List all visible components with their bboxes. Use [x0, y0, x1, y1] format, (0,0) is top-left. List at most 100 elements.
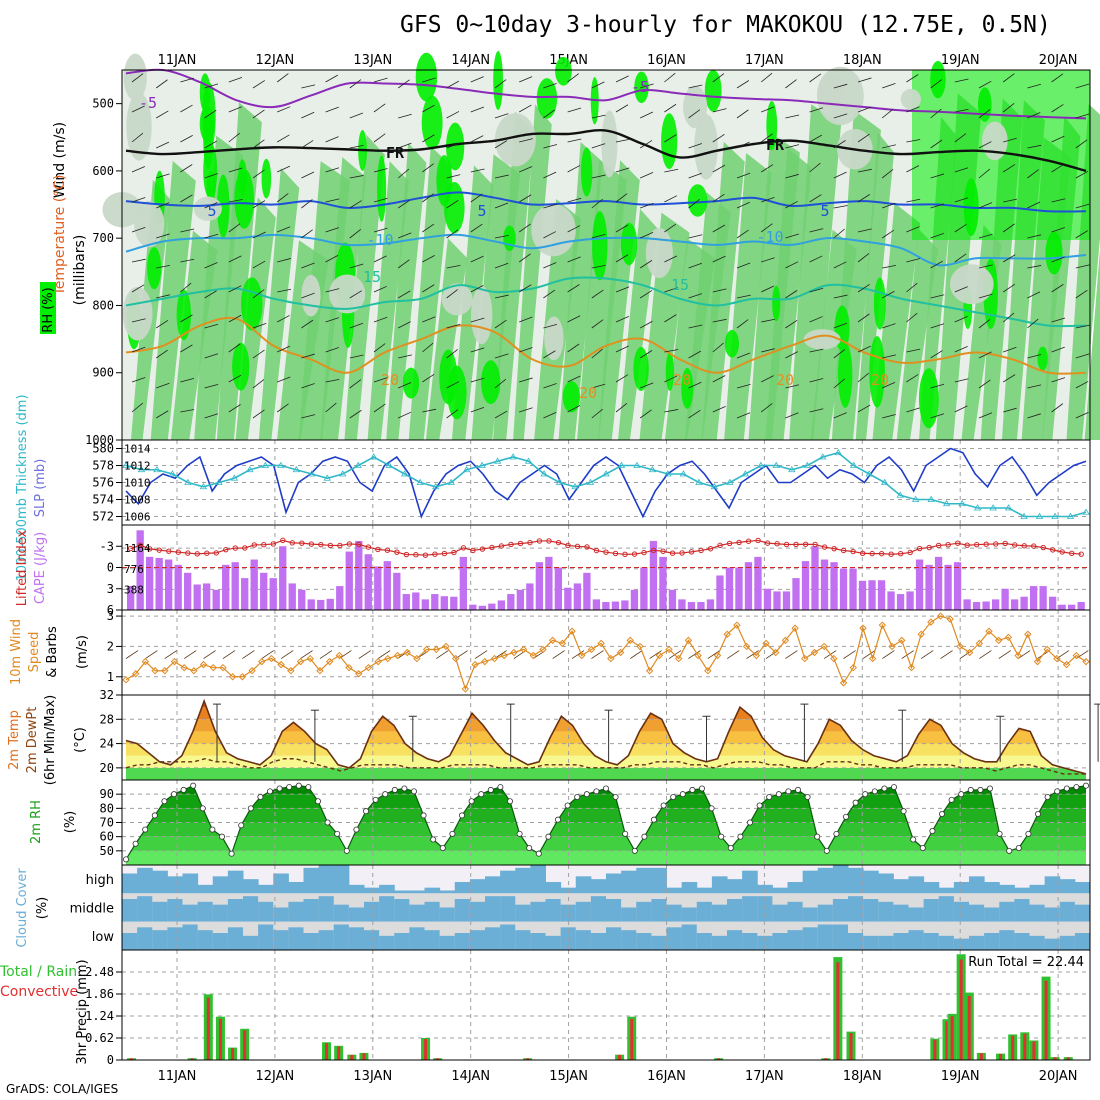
wind-barb: [252, 139, 265, 149]
cape-bar: [735, 567, 743, 610]
wind-barb: [228, 199, 243, 203]
surface-wind-barb: [862, 650, 876, 659]
thickness-marker: [788, 465, 796, 473]
ylabel-cloud-units: (%): [35, 897, 50, 920]
rh-dry-pocket: [470, 286, 493, 345]
thickness-marker: [540, 470, 548, 477]
cloud-bar-low: [197, 930, 214, 950]
rh-core: [873, 277, 886, 330]
cloud-bar-high: [636, 867, 652, 894]
rh-marker: [967, 786, 974, 793]
rh-core: [1045, 231, 1063, 275]
rh-tick-label: 60: [100, 830, 114, 844]
wind-barb: [809, 73, 822, 83]
cape-bar: [754, 556, 762, 610]
wind-barb: [446, 111, 460, 119]
wind-barb: [1075, 264, 1090, 269]
li-marker: [460, 545, 467, 551]
cape-bar: [697, 602, 705, 610]
li-marker: [251, 542, 258, 548]
cape-bar: [507, 594, 515, 610]
li-marker: [755, 537, 761, 544]
wind-barb: [180, 77, 194, 83]
wind-barb: [882, 354, 896, 359]
cape-bar: [640, 567, 648, 610]
wind-barb: [398, 321, 411, 329]
wind-barb: [712, 108, 727, 113]
day-label-top: 18JAN: [843, 53, 882, 68]
cape-bar: [744, 562, 753, 610]
cape-bar: [725, 567, 734, 610]
wind-barb: [930, 383, 945, 389]
wind-barb: [422, 284, 435, 293]
wind-barb: [470, 193, 483, 203]
wind-barb: [761, 375, 774, 383]
wind-barb: [712, 342, 724, 353]
wind-barb: [519, 76, 533, 83]
rh-dry-pocket: [494, 113, 536, 167]
thickness-marker: [850, 461, 858, 468]
wind-barb: [325, 167, 340, 173]
wind-marker: [975, 639, 984, 648]
cloud-bar-low: [832, 924, 849, 950]
rh-dry-pocket: [949, 264, 994, 305]
cloud-bar-middle: [212, 904, 229, 922]
wind-barb: [156, 294, 170, 299]
wind-barb: [785, 173, 800, 179]
rh-marker: [1006, 847, 1013, 854]
thickness-marker: [137, 465, 146, 473]
cloud-bar-high: [1014, 887, 1030, 894]
wind-barb: [1075, 411, 1089, 419]
wind-barb: [228, 285, 242, 293]
rh-marker: [199, 805, 206, 812]
rh-marker: [161, 798, 168, 805]
wind-barb: [301, 111, 315, 119]
ylabel-temperature: Temperature (°C): [52, 175, 68, 297]
wind-barb: [518, 284, 532, 293]
ylabel-cape: CAPE (J/kg): [33, 532, 48, 604]
day-label-bottom: 20JAN: [1039, 1069, 1078, 1084]
wind-barb: [712, 318, 727, 323]
cloud-bar-high: [757, 884, 773, 894]
surface-wind-barb: [300, 650, 313, 659]
wind-barb: [906, 258, 921, 263]
rh-band: [386, 142, 427, 441]
wind-barb: [615, 167, 630, 173]
cloud-bar-middle: [953, 901, 970, 922]
cloud-bar-high: [212, 876, 229, 894]
rh-marker: [343, 847, 350, 854]
wind-barb: [785, 261, 799, 269]
wind-barb: [664, 168, 679, 173]
wind-marker: [170, 657, 179, 666]
precip-conv-bar: [950, 1016, 954, 1060]
wind-barb: [881, 168, 894, 179]
thickness-marker: [1051, 512, 1059, 519]
rh-core: [493, 51, 503, 111]
wind-barb: [882, 83, 896, 89]
thickness-marker: [819, 453, 827, 460]
rh-tick-label: 50: [100, 844, 114, 858]
wind-barb: [615, 286, 630, 293]
thickness-marker: [865, 470, 873, 477]
li-marker: [840, 547, 847, 554]
rh-core: [918, 368, 939, 429]
wind-barb: [325, 379, 340, 383]
wind-marker: [1043, 645, 1051, 654]
wind-barb: [978, 379, 991, 389]
wind-barb: [736, 229, 749, 239]
cape-bar: [763, 588, 772, 610]
precip-tick-label: 0: [107, 1053, 114, 1067]
wind-barb: [833, 205, 848, 209]
cloud-bar-high: [681, 882, 698, 894]
cloud-bar-low: [122, 933, 138, 950]
cloud-bar-middle: [742, 896, 758, 922]
cloud-bar-low: [1044, 938, 1061, 950]
cloud-bar-middle: [681, 907, 698, 922]
wind-marker: [810, 648, 819, 657]
wind-barb: [785, 290, 798, 299]
rh-dry-pocket: [601, 110, 618, 178]
wind-barb: [398, 232, 412, 239]
wind-marker: [830, 654, 838, 663]
thickness-marker: [664, 470, 672, 477]
surface-wind-barb: [649, 650, 662, 659]
